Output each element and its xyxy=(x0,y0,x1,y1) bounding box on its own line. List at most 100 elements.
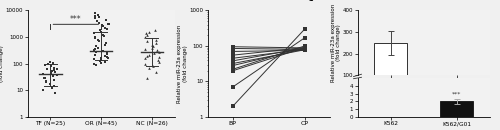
Point xyxy=(148,65,156,67)
Point xyxy=(150,52,158,54)
Point xyxy=(152,42,160,44)
Point xyxy=(50,67,58,69)
Point xyxy=(50,69,58,71)
Point xyxy=(42,81,50,83)
Point xyxy=(142,55,150,57)
Point xyxy=(102,42,110,44)
Point xyxy=(140,63,148,65)
Point xyxy=(99,25,107,27)
Point xyxy=(91,36,99,38)
Point xyxy=(44,63,52,65)
Y-axis label: Relative miR-23a expression
(fold change): Relative miR-23a expression (fold change… xyxy=(177,25,188,103)
Point xyxy=(96,29,104,31)
Point xyxy=(140,48,148,50)
Point xyxy=(48,87,56,89)
Point xyxy=(155,51,163,53)
Point xyxy=(46,72,54,74)
Point xyxy=(53,68,61,70)
Point xyxy=(154,61,162,63)
Point xyxy=(141,57,149,59)
Point xyxy=(46,61,54,63)
Point xyxy=(145,54,153,56)
Text: ***: *** xyxy=(452,92,462,97)
Point xyxy=(144,67,152,69)
Point xyxy=(50,79,58,81)
Point xyxy=(143,40,151,42)
Point xyxy=(50,92,58,94)
Point xyxy=(97,31,105,33)
Point xyxy=(142,32,150,34)
Bar xyxy=(374,43,407,97)
Y-axis label: Relative miR-23a expression
(fold change): Relative miR-23a expression (fold change… xyxy=(330,4,342,82)
Point xyxy=(154,49,162,51)
Point xyxy=(39,89,47,91)
Y-axis label: Relative miR-23a expression
(fold change): Relative miR-23a expression (fold change… xyxy=(0,25,4,103)
Point xyxy=(152,39,160,41)
Point xyxy=(95,40,103,42)
Point xyxy=(102,52,110,54)
Point xyxy=(90,32,98,34)
Point xyxy=(42,80,50,82)
Point xyxy=(100,50,108,52)
Point xyxy=(48,70,56,72)
Point xyxy=(92,64,100,66)
Point xyxy=(99,34,107,36)
Point xyxy=(141,36,149,38)
Point xyxy=(90,58,98,60)
Point xyxy=(143,77,151,79)
Point xyxy=(150,29,158,31)
Point xyxy=(100,35,108,37)
Point xyxy=(94,14,102,16)
Point xyxy=(49,62,57,64)
Point xyxy=(96,62,104,64)
Point xyxy=(43,68,51,70)
Point xyxy=(97,57,105,59)
Point xyxy=(101,55,109,57)
Point xyxy=(104,53,112,55)
Bar xyxy=(440,101,474,117)
Point xyxy=(98,24,106,26)
Point xyxy=(142,34,150,36)
Point xyxy=(39,73,47,75)
Point xyxy=(148,44,156,46)
Point xyxy=(90,15,98,17)
Point xyxy=(94,20,102,22)
Point xyxy=(145,31,153,33)
Point xyxy=(102,28,110,30)
Point xyxy=(92,48,100,50)
Point xyxy=(155,56,163,58)
Point xyxy=(92,51,100,53)
Point xyxy=(90,49,98,51)
Point xyxy=(49,75,57,77)
Point xyxy=(46,83,54,85)
Point xyxy=(41,64,49,66)
Point xyxy=(154,59,162,61)
Point xyxy=(104,57,112,59)
Point xyxy=(90,63,98,65)
Point xyxy=(90,12,98,14)
Point xyxy=(95,16,103,18)
Point xyxy=(152,71,160,73)
Point xyxy=(102,56,110,58)
Point xyxy=(51,71,59,73)
Point xyxy=(96,60,104,62)
Point xyxy=(104,23,112,25)
Point xyxy=(97,59,105,61)
Point xyxy=(104,22,112,25)
Point xyxy=(102,19,110,21)
Point xyxy=(100,61,108,63)
Point xyxy=(47,65,55,67)
Text: c: c xyxy=(307,0,313,3)
Point xyxy=(95,21,103,24)
Point xyxy=(42,77,50,79)
Point xyxy=(40,77,48,79)
Point xyxy=(92,54,100,56)
Point xyxy=(148,47,156,49)
Point xyxy=(100,27,108,29)
Point xyxy=(90,17,98,20)
Point xyxy=(50,85,58,87)
Point xyxy=(149,45,157,47)
Point xyxy=(92,37,100,39)
Point xyxy=(94,47,102,49)
Point xyxy=(94,39,102,41)
